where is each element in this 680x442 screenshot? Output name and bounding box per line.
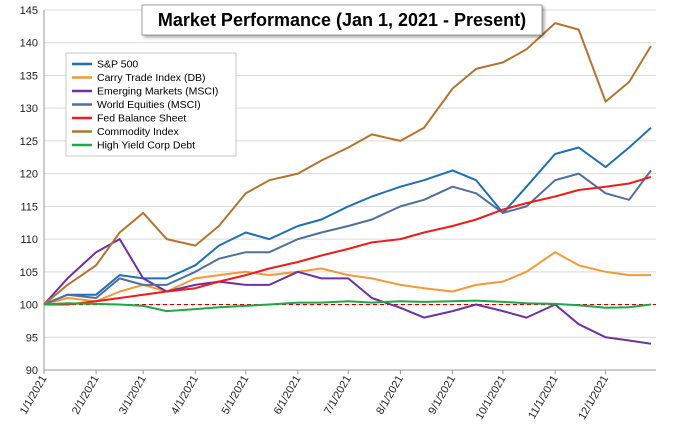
legend-label: Carry Trade Index (DB) <box>97 72 206 84</box>
y-tick-label: 145 <box>20 5 38 17</box>
y-tick-label: 130 <box>20 103 38 115</box>
y-tick-label: 110 <box>20 234 38 246</box>
y-tick-label: 135 <box>20 70 38 82</box>
y-tick-label: 95 <box>26 332 38 344</box>
series-line <box>43 22 652 306</box>
chart-title-text: Market Performance (Jan 1, 2021 - Presen… <box>158 10 526 30</box>
y-tick-label: 125 <box>20 136 38 148</box>
y-tick-label: 100 <box>20 300 38 312</box>
y-tick-label: 105 <box>20 267 38 279</box>
y-tick-label: 115 <box>20 201 38 213</box>
chart-title: Market Performance (Jan 1, 2021 - Presen… <box>141 4 543 36</box>
series-line <box>43 169 652 306</box>
series-line <box>44 175 652 306</box>
legend-label: High Yield Corp Debt <box>97 140 195 152</box>
series-lines <box>43 22 652 345</box>
series-line <box>43 299 652 313</box>
y-tick-label: 120 <box>20 169 38 181</box>
legend-label: Emerging Markets (MSCI) <box>97 86 218 98</box>
y-axis-tick-labels: 90 95 100 105 110 115 120 125 130 135 140 145 <box>20 5 38 377</box>
legend-label: S&P 500 <box>97 59 138 71</box>
legend-label: Fed Balance Sheet <box>97 113 186 125</box>
y-tick-label: 90 <box>26 365 38 377</box>
legend-label: Commodity Index <box>97 126 179 138</box>
title-box <box>141 4 543 36</box>
legend-box <box>65 52 237 157</box>
legend-label: World Equities (MSCI) <box>97 99 201 111</box>
y-tick-label: 140 <box>20 38 38 50</box>
